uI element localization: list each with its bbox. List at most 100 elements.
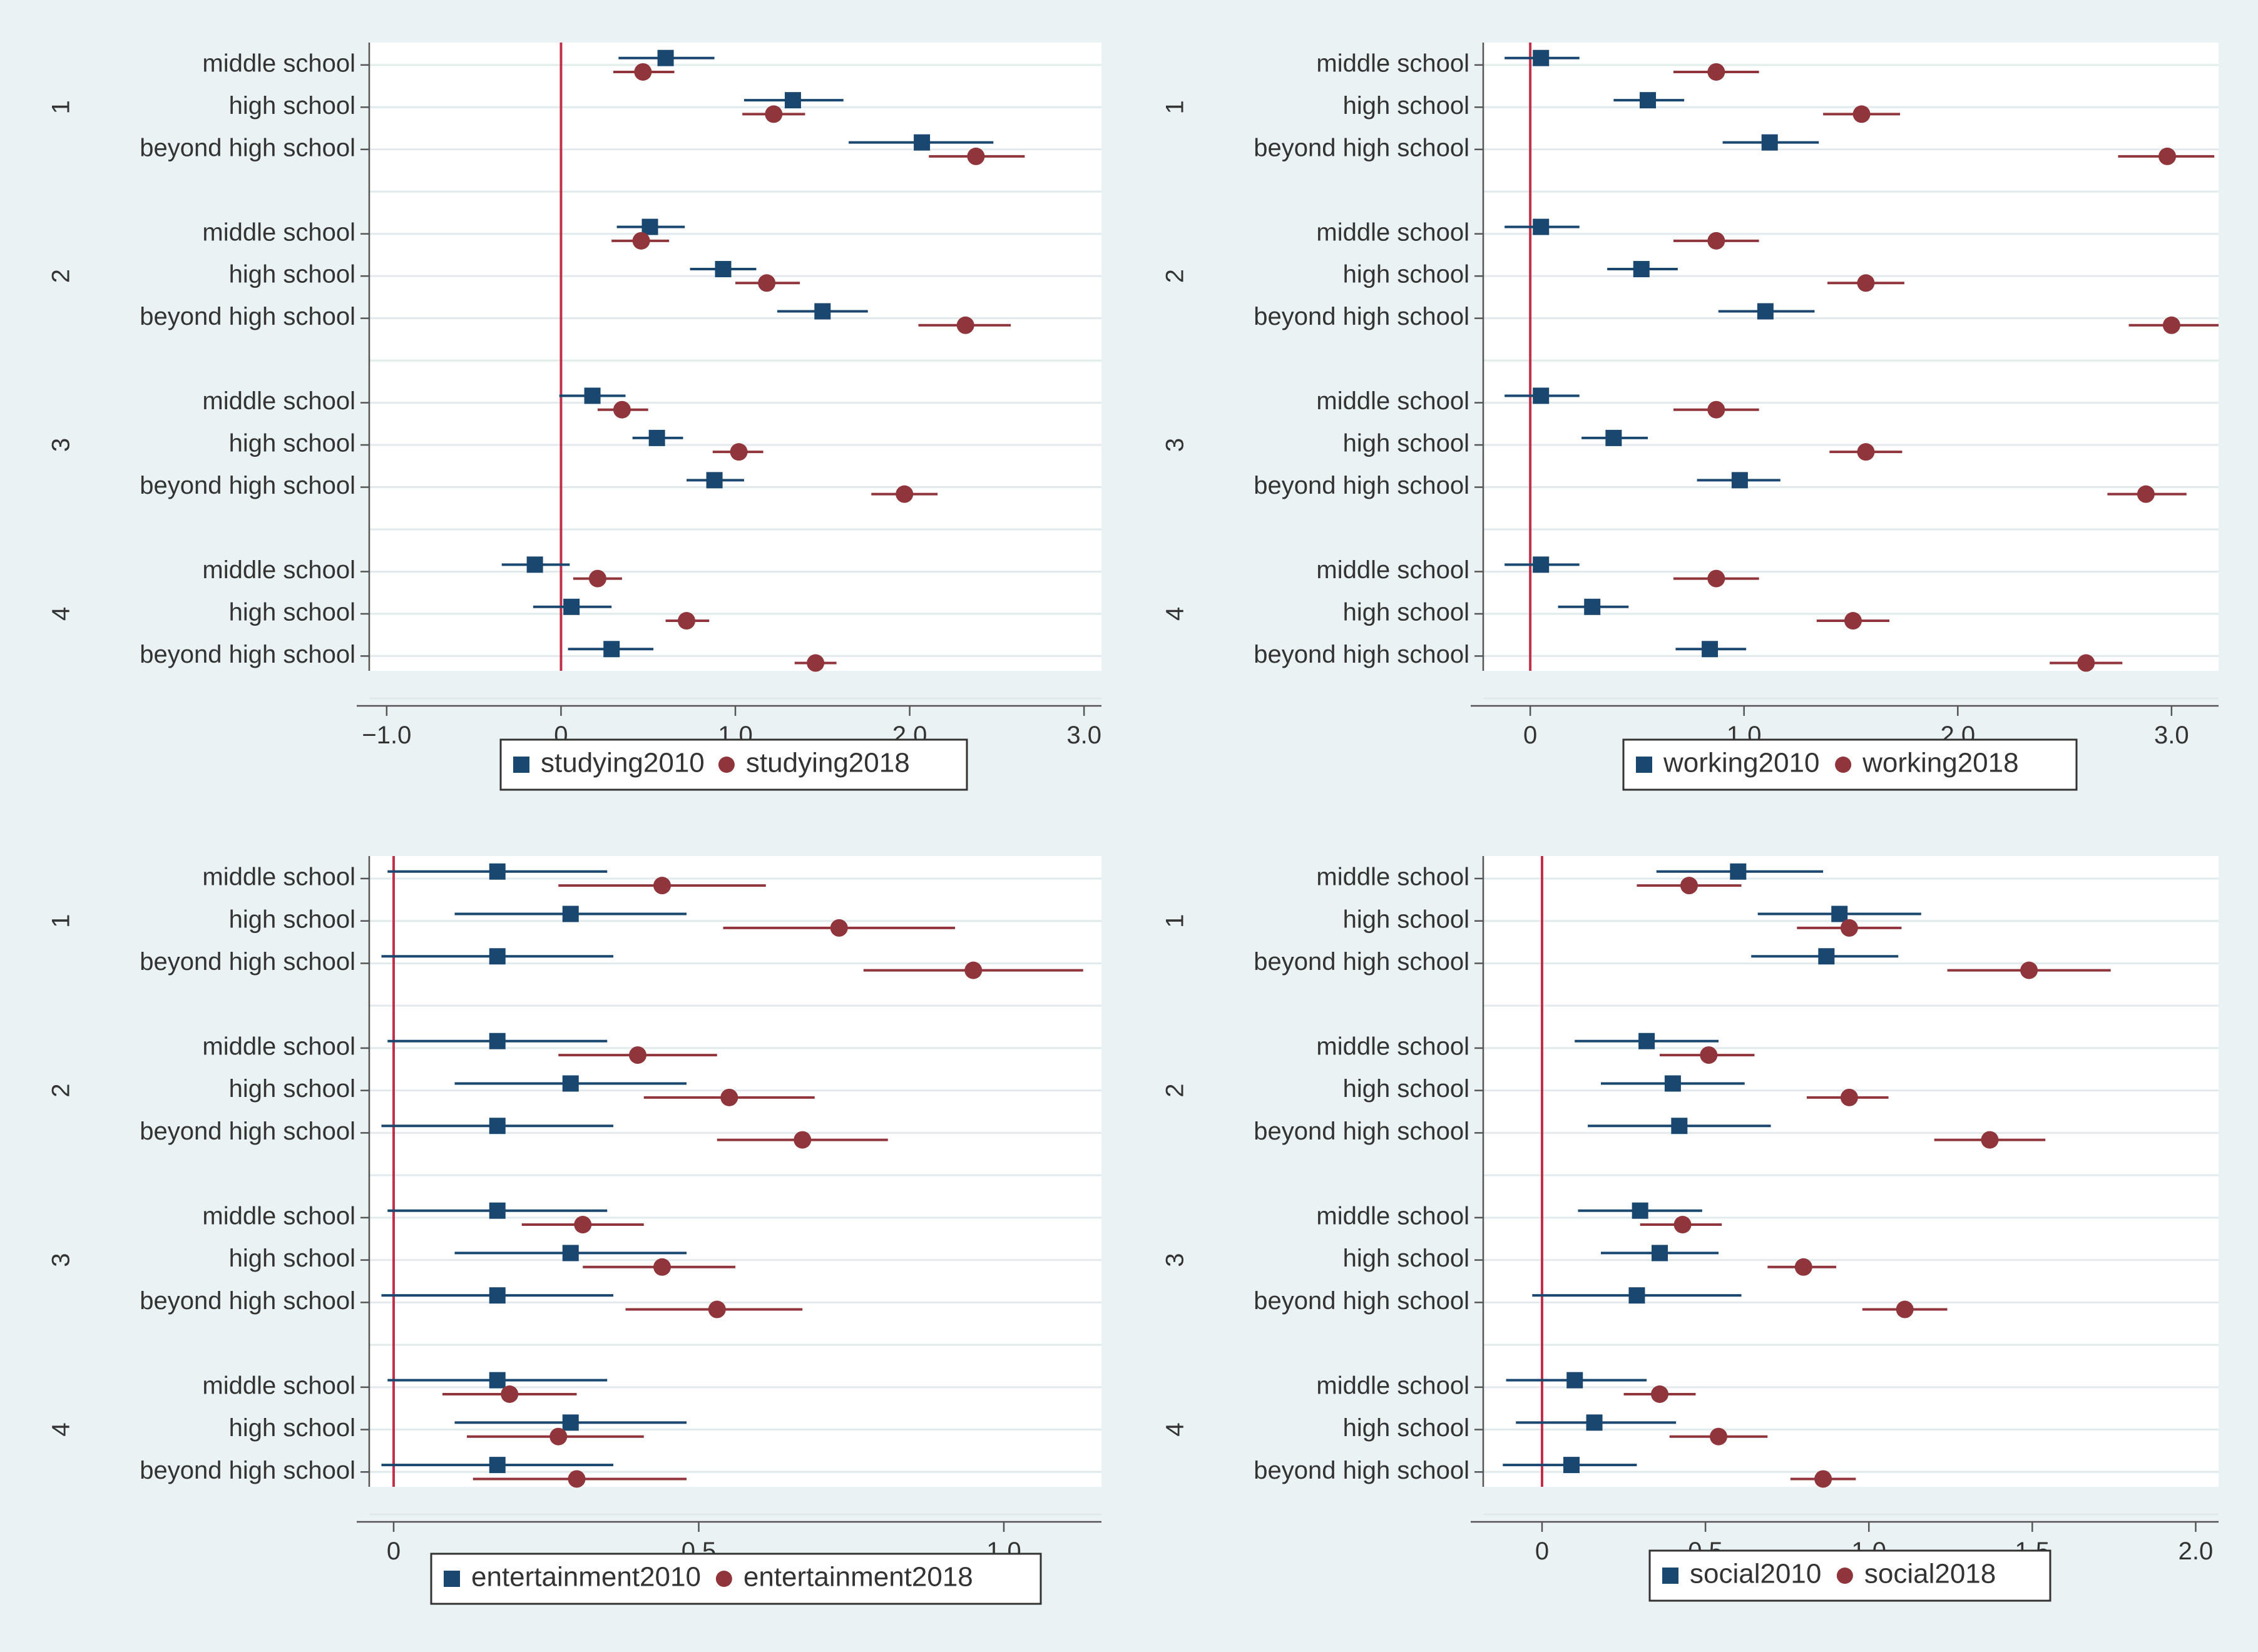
y-tick-label: beyond high school xyxy=(1254,1457,1469,1484)
legend: social2010 social2018 xyxy=(1648,1549,2051,1602)
point-marker xyxy=(1652,1245,1668,1262)
x-tick-label: 3.0 xyxy=(2154,721,2189,749)
point-marker xyxy=(1633,261,1650,278)
point-marker xyxy=(603,641,620,658)
y-tick-label: beyond high school xyxy=(1254,134,1469,161)
x-tick-label: 0 xyxy=(1523,721,1537,749)
point-marker xyxy=(1700,1046,1718,1064)
point-marker xyxy=(489,1287,506,1304)
chart-grid: middle school high school beyond high scho… xyxy=(48,43,2219,1605)
y-tick-label: high school xyxy=(1343,261,1469,288)
point-marker xyxy=(1533,49,1550,66)
point-marker xyxy=(1584,598,1601,615)
y-tick-label: high school xyxy=(1343,1414,1469,1442)
point-marker xyxy=(648,429,665,446)
group-label: 4 xyxy=(48,1422,75,1436)
legend-label: studying2010 xyxy=(541,748,705,778)
legend-label: entertainment2010 xyxy=(471,1562,701,1593)
series-studying2010 xyxy=(501,49,994,658)
point-marker xyxy=(641,218,658,235)
y-tick-label: high school xyxy=(229,1075,355,1103)
point-marker xyxy=(2137,485,2155,503)
point-marker xyxy=(1586,1414,1603,1431)
point-marker xyxy=(720,1088,738,1106)
y-tick-label: beyond high school xyxy=(1254,303,1469,330)
point-marker xyxy=(1533,387,1550,404)
point-marker xyxy=(657,49,674,66)
point-marker xyxy=(1831,905,1848,922)
point-marker xyxy=(562,1414,579,1431)
group-label: 2 xyxy=(48,269,75,283)
x-tick-label: −1.0 xyxy=(362,721,411,749)
point-marker xyxy=(1896,1300,1914,1318)
point-marker xyxy=(967,147,985,165)
point-marker xyxy=(794,1131,812,1149)
point-marker xyxy=(613,400,631,419)
y-tick-label: beyond high school xyxy=(140,1118,355,1145)
y-tick-label: middle school xyxy=(202,1372,355,1399)
point-marker xyxy=(489,1118,506,1134)
y-tick-label: middle school xyxy=(202,1032,355,1060)
point-marker xyxy=(1794,1258,1812,1276)
y-tick-label: middle school xyxy=(1316,1032,1469,1060)
point-marker xyxy=(1680,877,1698,895)
point-marker xyxy=(1818,948,1835,965)
chart-panel-2: middle school high school beyond high scho… xyxy=(1162,43,2219,791)
point-marker xyxy=(489,863,506,880)
point-marker xyxy=(1563,1457,1580,1474)
y-tick-label: high school xyxy=(1343,905,1469,933)
group-label: 4 xyxy=(1162,607,1189,621)
group-label: 3 xyxy=(1162,1253,1189,1267)
y-tick-label: beyond high school xyxy=(1254,1287,1469,1315)
y-tick-label: high school xyxy=(229,92,355,120)
point-marker xyxy=(784,92,801,109)
point-marker xyxy=(1664,1075,1681,1092)
point-marker xyxy=(1707,569,1725,588)
point-marker xyxy=(489,1032,506,1049)
chart-panel-4: middle school high school beyond high scho… xyxy=(1162,856,2219,1602)
point-marker xyxy=(549,1427,568,1446)
point-marker xyxy=(914,134,931,151)
point-marker xyxy=(1757,303,1774,320)
legend: working2010 working2018 xyxy=(1622,738,2078,791)
y-tick-label: high school xyxy=(229,905,355,933)
legend-marker xyxy=(1835,757,1852,773)
chart-panel-3: middle school high school beyond high scho… xyxy=(48,856,1101,1605)
y-tick-label: middle school xyxy=(202,556,355,584)
y-tick-label: beyond high school xyxy=(140,641,355,668)
y-tick-label: middle school xyxy=(1316,1202,1469,1230)
point-marker xyxy=(574,1216,592,1234)
y-tick-label: middle school xyxy=(1316,49,1469,77)
point-marker xyxy=(632,232,650,250)
point-marker xyxy=(501,1385,519,1404)
x-tick-label: 3.0 xyxy=(1066,721,1101,749)
group-label: 3 xyxy=(48,438,75,452)
legend-label: entertainment2018 xyxy=(743,1562,973,1593)
series-working2010 xyxy=(1504,49,1819,658)
plot-area xyxy=(1483,856,2219,1487)
legend-marker xyxy=(513,757,529,773)
point-marker xyxy=(1632,1202,1648,1219)
y-tick-label: high school xyxy=(1343,1245,1469,1272)
point-marker xyxy=(1840,1088,1858,1106)
point-marker xyxy=(1638,1032,1655,1049)
point-marker xyxy=(588,569,606,588)
point-marker xyxy=(814,303,831,320)
y-tick-label: beyond high school xyxy=(140,1457,355,1484)
legend: entertainment2010 entertainment2018 xyxy=(430,1553,1042,1605)
legend: studying2010 studying2018 xyxy=(499,738,968,791)
point-marker xyxy=(1857,443,1875,461)
point-marker xyxy=(653,1258,671,1276)
group-label: 1 xyxy=(48,100,75,114)
y-tick-label: middle school xyxy=(1316,556,1469,584)
point-marker xyxy=(1651,1385,1668,1404)
y-tick-label: middle school xyxy=(1316,387,1469,415)
point-marker xyxy=(896,485,914,503)
group-label: 1 xyxy=(48,914,75,928)
y-tick-label: high school xyxy=(229,261,355,288)
legend-marker xyxy=(715,1571,732,1587)
group-label: 3 xyxy=(48,1253,75,1267)
y-tick-label: beyond high school xyxy=(1254,472,1469,499)
point-marker xyxy=(2162,316,2180,334)
